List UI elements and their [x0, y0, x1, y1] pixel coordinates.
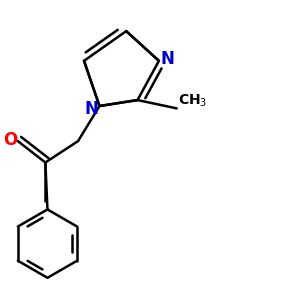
Text: CH$_3$: CH$_3$: [178, 93, 208, 109]
Text: N: N: [84, 100, 98, 118]
Text: N: N: [160, 50, 174, 68]
Text: O: O: [3, 130, 17, 148]
